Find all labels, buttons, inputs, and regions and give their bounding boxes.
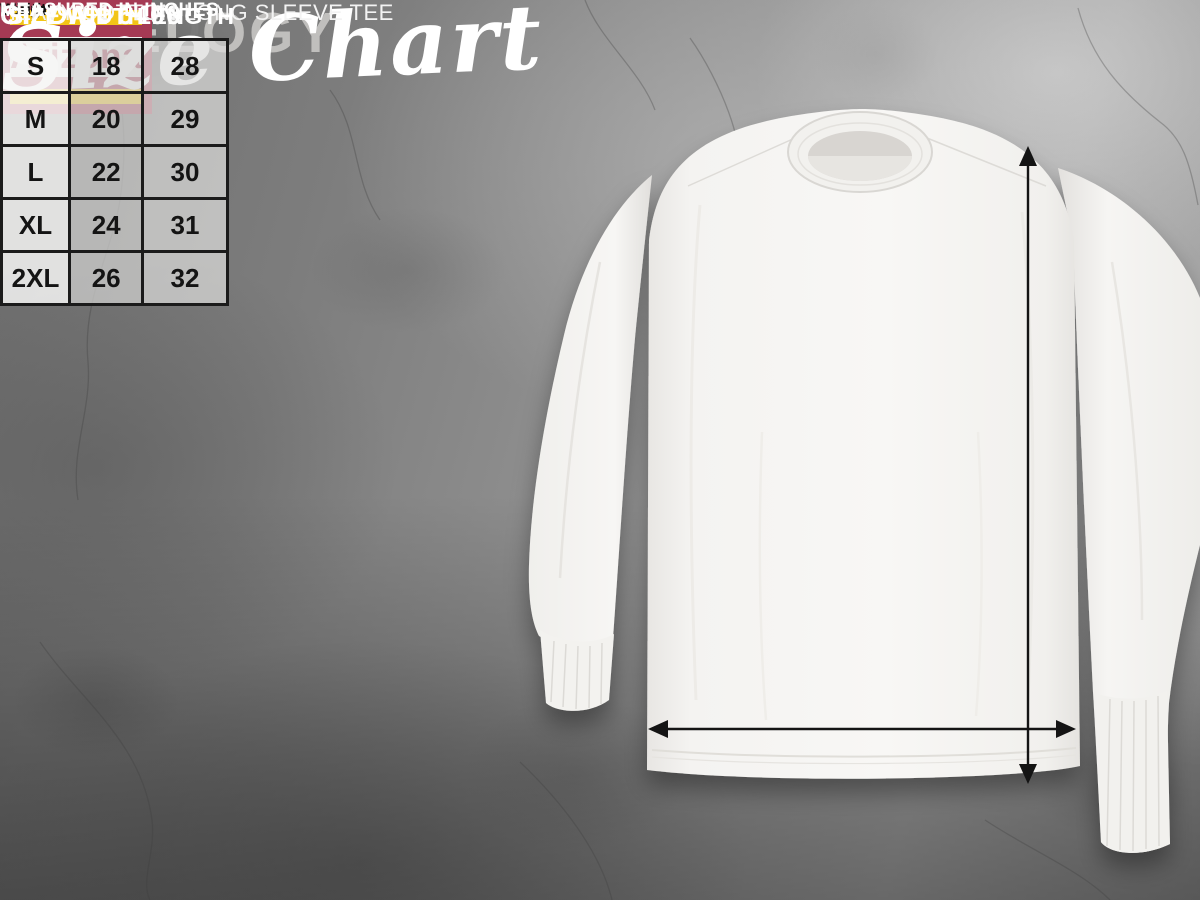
table-row: XL 24 31 (3, 197, 226, 250)
cell-width: 24 (67, 200, 142, 250)
cell-width: 18 (67, 41, 142, 91)
left-sleeve (528, 175, 652, 647)
column-header-width: WIDTH (66, 2, 145, 29)
cell-length: 32 (141, 253, 226, 303)
size-table: SIZE WIDTH LENGTH S 18 28 M 20 29 L 22 3… (0, 0, 235, 306)
cell-length: 28 (141, 41, 226, 91)
gold-stripe-top (10, 10, 142, 25)
cell-length: 31 (141, 200, 226, 250)
arrowhead-left (648, 720, 668, 738)
table-row: L 22 30 (3, 144, 226, 197)
length-label: Length (0, 0, 57, 19)
cell-size: S (3, 41, 68, 91)
cell-size: L (3, 147, 68, 197)
arrowhead-up (1019, 146, 1037, 166)
cell-length: 30 (141, 147, 226, 197)
cell-width: 22 (67, 147, 142, 197)
cell-size: M (3, 94, 68, 144)
column-header-size: SIZE (7, 2, 61, 29)
size-table-grid: S 18 28 M 20 29 L 22 30 XL 24 31 2XL 26 (0, 38, 229, 306)
cell-size: XL (3, 200, 68, 250)
table-row: S 18 28 (3, 41, 226, 91)
product-name: GILDAN 5400 (0, 0, 183, 30)
arrowhead-down (1019, 764, 1037, 784)
collar (787, 111, 933, 193)
shirt-body (647, 109, 1080, 779)
width-label: Width (0, 0, 48, 19)
table-row: 2XL 26 32 (3, 250, 226, 303)
size-table-header: SIZE WIDTH LENGTH (0, 0, 235, 32)
cell-size: 2XL (3, 253, 68, 303)
cell-length: 29 (141, 94, 226, 144)
column-header-length: LENGTH (136, 2, 235, 29)
table-footnote: MEASURED IN INCHES (0, 0, 220, 21)
arrowhead-right (1056, 720, 1076, 738)
product-subtitle: HEAVY COTTON LONG SLEEVE TEE (0, 0, 394, 25)
right-sleeve (1058, 168, 1200, 853)
cell-width: 26 (67, 253, 142, 303)
table-row: M 20 29 (3, 91, 226, 144)
cell-width: 20 (67, 94, 142, 144)
